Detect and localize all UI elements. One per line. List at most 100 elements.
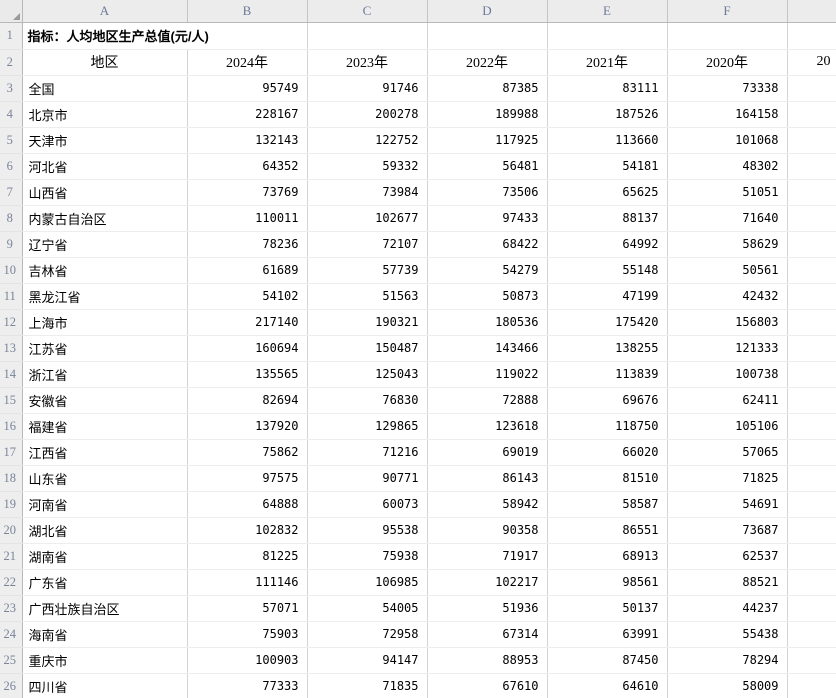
value-cell[interactable]: 75862 xyxy=(187,439,308,466)
empty-cell[interactable] xyxy=(787,22,836,50)
empty-cell[interactable] xyxy=(787,439,836,466)
value-cell[interactable]: 86143 xyxy=(427,465,548,492)
value-cell[interactable]: 110011 xyxy=(187,205,308,232)
empty-cell[interactable] xyxy=(307,22,428,50)
header-cell-year-5[interactable]: 2020年 xyxy=(667,49,788,76)
value-cell[interactable]: 97433 xyxy=(427,205,548,232)
value-cell[interactable]: 100738 xyxy=(667,361,788,388)
value-cell[interactable]: 81510 xyxy=(547,465,668,492)
empty-cell[interactable] xyxy=(787,283,836,310)
empty-cell[interactable] xyxy=(787,621,836,648)
value-cell[interactable]: 123618 xyxy=(427,413,548,440)
value-cell[interactable]: 113839 xyxy=(547,361,668,388)
region-name-cell[interactable]: 广东省 xyxy=(22,569,188,596)
empty-cell[interactable] xyxy=(787,361,836,388)
value-cell[interactable]: 101068 xyxy=(667,127,788,154)
region-name-cell[interactable]: 广西壮族自治区 xyxy=(22,595,188,622)
value-cell[interactable]: 64888 xyxy=(187,491,308,518)
value-cell[interactable]: 88953 xyxy=(427,647,548,674)
empty-cell[interactable] xyxy=(787,569,836,596)
value-cell[interactable]: 54102 xyxy=(187,283,308,310)
value-cell[interactable]: 55438 xyxy=(667,621,788,648)
value-cell[interactable]: 58942 xyxy=(427,491,548,518)
empty-cell[interactable] xyxy=(787,231,836,258)
empty-cell[interactable] xyxy=(787,543,836,570)
value-cell[interactable]: 135565 xyxy=(187,361,308,388)
value-cell[interactable]: 91746 xyxy=(307,75,428,102)
region-name-cell[interactable]: 全国 xyxy=(22,75,188,102)
row-header-3[interactable]: 3 xyxy=(0,75,23,102)
row-header-23[interactable]: 23 xyxy=(0,595,23,622)
value-cell[interactable]: 118750 xyxy=(547,413,668,440)
value-cell[interactable]: 72107 xyxy=(307,231,428,258)
region-name-cell[interactable]: 海南省 xyxy=(22,621,188,648)
region-name-cell[interactable]: 安徽省 xyxy=(22,387,188,414)
value-cell[interactable]: 51563 xyxy=(307,283,428,310)
value-cell[interactable]: 200278 xyxy=(307,101,428,128)
value-cell[interactable]: 73984 xyxy=(307,179,428,206)
region-name-cell[interactable]: 重庆市 xyxy=(22,647,188,674)
value-cell[interactable]: 73769 xyxy=(187,179,308,206)
value-cell[interactable]: 125043 xyxy=(307,361,428,388)
row-header-21[interactable]: 21 xyxy=(0,543,23,570)
value-cell[interactable]: 187526 xyxy=(547,101,668,128)
value-cell[interactable]: 50561 xyxy=(667,257,788,284)
value-cell[interactable]: 63991 xyxy=(547,621,668,648)
value-cell[interactable]: 64352 xyxy=(187,153,308,180)
row-header-12[interactable]: 12 xyxy=(0,309,23,336)
value-cell[interactable]: 100903 xyxy=(187,647,308,674)
region-name-cell[interactable]: 上海市 xyxy=(22,309,188,336)
value-cell[interactable]: 65625 xyxy=(547,179,668,206)
row-header-5[interactable]: 5 xyxy=(0,127,23,154)
value-cell[interactable]: 58629 xyxy=(667,231,788,258)
value-cell[interactable]: 94147 xyxy=(307,647,428,674)
column-header-B[interactable]: B xyxy=(187,0,308,23)
value-cell[interactable]: 57065 xyxy=(667,439,788,466)
value-cell[interactable]: 119022 xyxy=(427,361,548,388)
value-cell[interactable]: 57739 xyxy=(307,257,428,284)
empty-cell[interactable] xyxy=(667,22,788,50)
value-cell[interactable]: 56481 xyxy=(427,153,548,180)
header-cell-year-2[interactable]: 2023年 xyxy=(307,49,428,76)
value-cell[interactable]: 180536 xyxy=(427,309,548,336)
value-cell[interactable]: 83111 xyxy=(547,75,668,102)
value-cell[interactable]: 71216 xyxy=(307,439,428,466)
region-name-cell[interactable]: 浙江省 xyxy=(22,361,188,388)
empty-cell[interactable] xyxy=(787,491,836,518)
value-cell[interactable]: 164158 xyxy=(667,101,788,128)
value-cell[interactable]: 137920 xyxy=(187,413,308,440)
region-name-cell[interactable]: 江西省 xyxy=(22,439,188,466)
value-cell[interactable]: 62411 xyxy=(667,387,788,414)
value-cell[interactable]: 228167 xyxy=(187,101,308,128)
header-cell-year-3[interactable]: 2022年 xyxy=(427,49,548,76)
value-cell[interactable]: 88521 xyxy=(667,569,788,596)
value-cell[interactable]: 102217 xyxy=(427,569,548,596)
value-cell[interactable]: 58009 xyxy=(667,673,788,698)
value-cell[interactable]: 76830 xyxy=(307,387,428,414)
value-cell[interactable]: 121333 xyxy=(667,335,788,362)
row-header-20[interactable]: 20 xyxy=(0,517,23,544)
value-cell[interactable]: 106985 xyxy=(307,569,428,596)
value-cell[interactable]: 72888 xyxy=(427,387,548,414)
row-header-25[interactable]: 25 xyxy=(0,647,23,674)
empty-cell[interactable] xyxy=(787,465,836,492)
sheet-title-cell[interactable]: 指标：人均地区生产总值(元/人) xyxy=(22,22,308,50)
value-cell[interactable]: 42432 xyxy=(667,283,788,310)
value-cell[interactable]: 48302 xyxy=(667,153,788,180)
value-cell[interactable]: 61689 xyxy=(187,257,308,284)
value-cell[interactable]: 78294 xyxy=(667,647,788,674)
value-cell[interactable]: 122752 xyxy=(307,127,428,154)
row-header-16[interactable]: 16 xyxy=(0,413,23,440)
row-header-8[interactable]: 8 xyxy=(0,205,23,232)
row-header-14[interactable]: 14 xyxy=(0,361,23,388)
value-cell[interactable]: 82694 xyxy=(187,387,308,414)
empty-cell[interactable] xyxy=(787,127,836,154)
value-cell[interactable]: 68913 xyxy=(547,543,668,570)
column-header-E[interactable]: E xyxy=(547,0,668,23)
row-header-22[interactable]: 22 xyxy=(0,569,23,596)
row-header-2[interactable]: 2 xyxy=(0,49,23,76)
region-name-cell[interactable]: 湖南省 xyxy=(22,543,188,570)
header-cell-region[interactable]: 地区 xyxy=(22,49,188,76)
header-cell-year-4[interactable]: 2021年 xyxy=(547,49,668,76)
